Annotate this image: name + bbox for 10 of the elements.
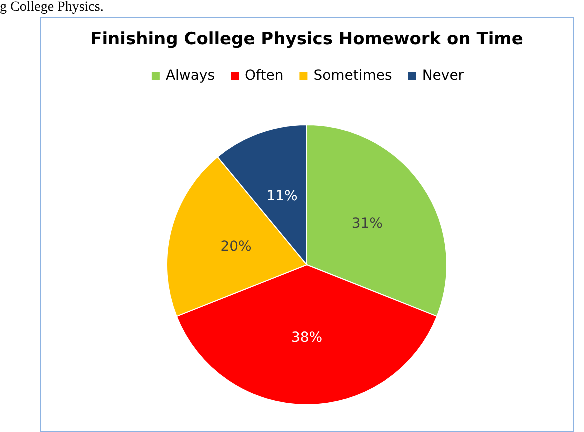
legend-label: Sometimes [314,68,392,84]
data-label: 38% [291,330,323,346]
legend-label: Never [422,68,464,84]
legend-label: Always [166,68,216,84]
chart-title: Finishing College Physics Homework on Time [90,30,524,50]
data-label: 31% [352,216,383,232]
text: g College Physics. [0,0,104,16]
data-label: 20% [220,238,252,255]
data-label: 11% [266,188,298,204]
legend-label: Often [245,68,284,84]
